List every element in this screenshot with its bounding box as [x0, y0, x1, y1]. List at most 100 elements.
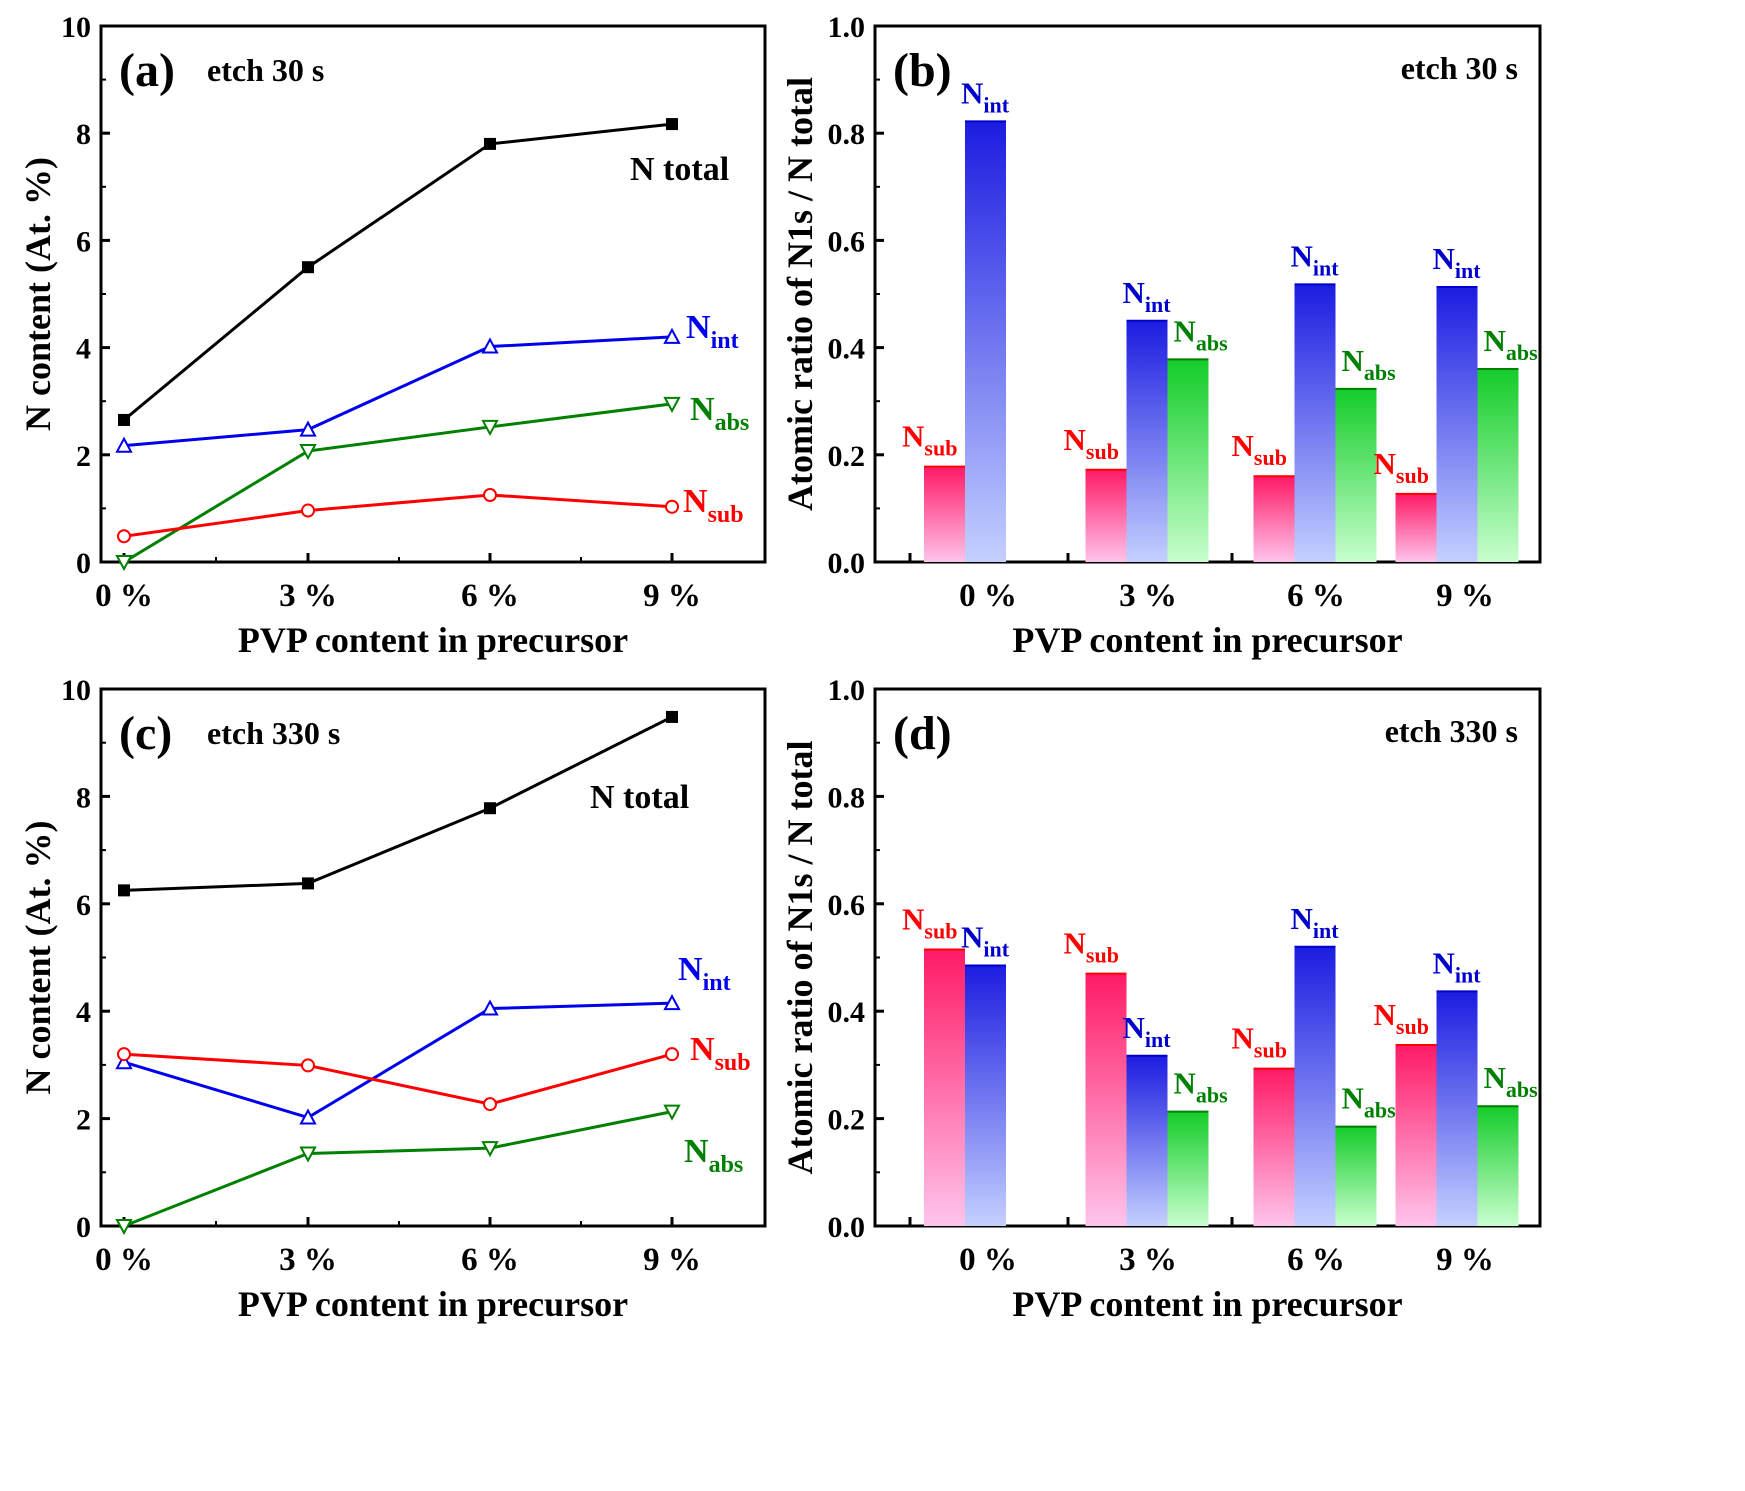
series-line-n_int — [123, 1001, 673, 1120]
bar-label: Nint — [1291, 901, 1340, 943]
series-label: Nabs — [690, 391, 749, 436]
panel-c-line-chart: 0 2 4 6 8 10 0 % 3 % 6 % 9 % PVP content in precur… — [18, 674, 767, 1324]
panel-b-bar-chart: 0.0 0.2 0.4 0.6 0.8 1.0 0 % 3 % 6 % 9 % PVP conten… — [780, 11, 1542, 660]
series-label: N total — [630, 151, 729, 188]
data-point — [666, 118, 678, 131]
y-tick-label: 10 — [61, 674, 91, 707]
series-line-n_sub — [123, 493, 673, 538]
bar-n-abs — [1335, 1126, 1377, 1226]
bar-n-sub — [1395, 1045, 1437, 1226]
etch-label: etch 30 s — [1401, 50, 1518, 86]
y-tick-label: 0.8 — [828, 781, 866, 814]
bar-label: Nsub — [1064, 926, 1119, 968]
data-point — [302, 877, 314, 890]
bar-n-abs — [1477, 369, 1519, 562]
y-tick-label: 0.6 — [828, 889, 866, 922]
x-tick-label: 0 % — [959, 578, 1017, 614]
data-point — [481, 1141, 499, 1158]
bar-label: Nint — [961, 75, 1010, 117]
bar-n-int — [965, 121, 1006, 563]
y-axis-title: Atomic ratio of N1s / N total — [780, 77, 820, 511]
data-point — [117, 1047, 131, 1062]
data-point — [301, 1058, 315, 1073]
y-tick-label: 0.2 — [828, 440, 866, 473]
panel-label: (a) — [119, 44, 175, 97]
data-point — [299, 444, 317, 461]
bar-label: Nint — [961, 920, 1010, 962]
bar-n-sub — [924, 949, 965, 1226]
bar-label: Nabs — [1484, 1060, 1539, 1102]
y-tick-label: 8 — [76, 781, 91, 814]
data-point — [115, 1053, 133, 1070]
data-point — [481, 337, 499, 354]
data-point — [663, 994, 681, 1011]
bar-n-int — [1126, 320, 1168, 562]
x-tick-label: 9 % — [643, 578, 701, 614]
panel-label: (d) — [893, 707, 952, 760]
panel-label: (b) — [893, 44, 952, 97]
x-axis-title: PVP content in precursor — [1012, 620, 1402, 660]
y-tick-label: 6 — [76, 889, 91, 922]
bar-label: Nabs — [1174, 313, 1229, 355]
data-point — [483, 488, 497, 502]
panel-a-line-chart: 0 2 4 6 8 10 0 % 3 % 6 % 9 % PVP content in precur… — [18, 11, 767, 660]
y-tick-label: 0 — [76, 547, 91, 580]
bar-n-int — [1436, 991, 1478, 1226]
bar-n-sub — [1253, 1068, 1295, 1226]
y-tick-label: 0.4 — [828, 333, 866, 366]
data-point — [663, 327, 681, 344]
bar-label: Nsub — [1064, 422, 1119, 464]
data-point — [483, 1097, 497, 1112]
data-point — [481, 419, 499, 437]
y-axis-title: N content (At. %) — [18, 821, 58, 1095]
y-axis-title: N content (At. %) — [18, 157, 58, 431]
y-tick-label: 0.6 — [828, 225, 866, 258]
data-point — [115, 555, 133, 572]
x-tick-label: 9 % — [1436, 578, 1494, 614]
bar-label: Nsub — [1374, 997, 1429, 1039]
series-line-n_abs — [123, 402, 673, 564]
panel-d-bar-chart: 0.0 0.2 0.4 0.6 0.8 1.0 0 % 3 % 6 % 9 % PVP conten… — [780, 674, 1542, 1324]
x-axis-title: PVP content in precursor — [238, 620, 628, 660]
y-tick-label: 1.0 — [828, 674, 866, 707]
series-label: Nsub — [683, 483, 744, 528]
bar-label: Nsub — [1374, 446, 1429, 488]
y-tick-label: 0.4 — [828, 996, 866, 1029]
bar-n-sub — [1253, 476, 1295, 562]
x-tick-label: 3 % — [1119, 1242, 1177, 1278]
data-point — [665, 1047, 679, 1062]
x-tick-label: 3 % — [1119, 578, 1177, 614]
bar-label: Nint — [1123, 275, 1172, 317]
data-point — [481, 999, 499, 1016]
bar-label: Nabs — [1174, 1066, 1229, 1108]
etch-label: etch 330 s — [1385, 713, 1518, 749]
y-axis-title: Atomic ratio of N1s / N total — [780, 741, 820, 1175]
data-point — [115, 436, 133, 453]
bar-n-sub — [924, 466, 965, 562]
bar-n-int — [1294, 946, 1336, 1226]
bar-label: Nsub — [902, 901, 957, 943]
data-point — [118, 884, 130, 897]
data-point — [484, 137, 496, 150]
bar-n-sub — [1395, 493, 1437, 562]
data-point — [115, 1219, 133, 1236]
bar-n-sub — [1085, 469, 1127, 562]
x-tick-label: 9 % — [643, 1242, 701, 1278]
series-line-n-total — [123, 122, 673, 422]
bar-label: Nint — [1433, 945, 1482, 987]
y-tick-label: 4 — [76, 333, 91, 366]
data-point — [666, 710, 678, 723]
bar-label: Nint — [1123, 1010, 1172, 1052]
bar-n-abs — [1167, 359, 1209, 562]
data-point — [663, 396, 681, 413]
x-tick-label: 0 % — [95, 1242, 153, 1278]
bar-n-abs — [1335, 388, 1377, 562]
series-line-n_abs — [123, 1110, 673, 1228]
x-axis-title: PVP content in precursor — [1012, 1284, 1402, 1324]
y-tick-label: 1.0 — [828, 11, 866, 44]
data-point — [299, 1108, 317, 1125]
series-line-n-total — [123, 715, 673, 892]
y-tick-label: 4 — [76, 996, 91, 1029]
bar-n-abs — [1167, 1111, 1209, 1226]
bar-n-int — [1436, 287, 1478, 562]
